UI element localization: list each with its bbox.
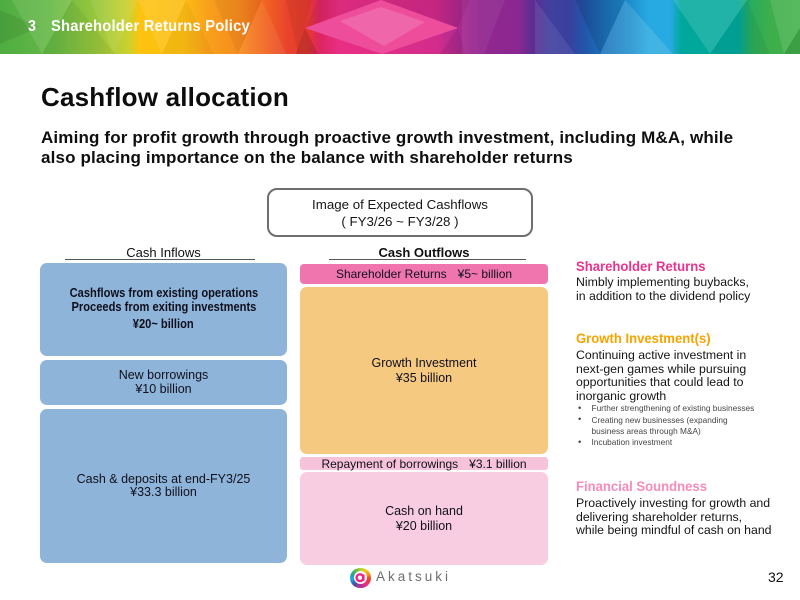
note-body-shareholder-returns: Nimbly implementing buybacks, in additio…	[576, 275, 751, 303]
bullet-dot: •	[578, 414, 582, 425]
akatsuki-a-glyph	[355, 573, 365, 583]
callout-line2: ( FY3/26 ~ FY3/28 )	[341, 213, 459, 229]
note-heading-shareholder-returns: Shareholder Returns	[576, 259, 706, 274]
inflow-box-borrowings: New borrowings ¥10 billion	[40, 360, 287, 405]
cash-outflows-header: Cash Outflows	[378, 245, 470, 260]
callout-line1: Image of Expected Cashflows	[312, 196, 488, 212]
outflow-bar-shareholder-returns-label: Shareholder Returns	[335, 266, 447, 281]
akatsuki-logo	[350, 567, 371, 588]
inflow-box-operations-value: ¥20~ billion	[133, 317, 194, 332]
section-title: Shareholder Returns Policy	[51, 18, 251, 35]
note-body-growth-investment: Continuing active investment in next-gen…	[576, 348, 747, 404]
cash-outflows-underline	[329, 259, 526, 260]
inflow-box-operations: Cashflows from existing operations Proce…	[40, 263, 287, 356]
bullet-item: • Further strengthening of existing busin…	[577, 403, 777, 414]
note-body-financial-soundness: Proactively investing for growth and del…	[576, 496, 772, 538]
outflow-box-growth-investment: Growth Investment ¥35 billion	[300, 287, 548, 454]
growth-investment-bullets: • Further strengthening of existing busin…	[577, 403, 777, 449]
bullet-item: • Creating new businesses (expanding busi…	[577, 414, 777, 437]
bullet-dot: •	[578, 402, 582, 414]
page-title: Cashflow allocation	[41, 82, 289, 112]
outflow-bar-repayment-value: ¥3.1 billion	[469, 456, 527, 471]
outflow-box-growth-investment-label: Growth Investment ¥35 billion	[371, 355, 477, 385]
bullet-text: Creating new businesses (expanding busin…	[591, 414, 728, 436]
bullet-text: Further strengthening of existing busine…	[591, 403, 755, 413]
inflow-box-cash-deposits: Cash & deposits at end-FY3/25 ¥33.3 bill…	[40, 409, 287, 563]
bullet-dot: •	[578, 436, 582, 448]
bullet-item: • Incubation investment	[577, 437, 777, 448]
page-number: 32	[768, 569, 784, 585]
bullet-text: Incubation investment	[591, 437, 673, 447]
outflow-bar-repayment: Repayment of borrowings ¥3.1 billion	[300, 456, 548, 471]
outflow-bar-shareholder-returns: Shareholder Returns ¥5~ billion	[300, 264, 548, 284]
expected-cashflows-callout: Image of Expected Cashflows ( FY3/26 ~ F…	[267, 188, 533, 237]
outflow-box-cash-on-hand-label: Cash on hand ¥20 billion	[385, 503, 463, 533]
subtitle: Aiming for profit growth through proacti…	[41, 128, 734, 167]
outflow-box-cash-on-hand: Cash on hand ¥20 billion	[300, 472, 548, 565]
banner: 3 Shareholder Returns Policy	[0, 0, 800, 54]
inflow-box-cash-deposits-label: Cash & deposits at end-FY3/25 ¥33.3 bill…	[76, 471, 251, 499]
note-heading-financial-soundness: Financial Soundness	[576, 479, 707, 494]
outflow-bar-repayment-label: Repayment of borrowings	[321, 456, 459, 471]
inflow-box-operations-label: Cashflows from existing operations Proce…	[69, 286, 258, 314]
cash-inflows-header: Cash Inflows	[126, 245, 201, 260]
section-number: 3	[28, 18, 37, 35]
akatsuki-logo-letter-mark	[353, 571, 367, 585]
banner-art	[0, 0, 800, 54]
note-heading-growth-investment: Growth Investment(s)	[576, 331, 711, 346]
outflow-bar-shareholder-returns-value: ¥5~ billion	[457, 266, 513, 281]
cash-inflows-underline	[65, 259, 255, 260]
inflow-box-borrowings-label: New borrowings ¥10 billion	[118, 368, 209, 396]
brand-name: Akatsuki	[376, 569, 452, 584]
banner-text: 3 Shareholder Returns Policy	[28, 0, 266, 54]
